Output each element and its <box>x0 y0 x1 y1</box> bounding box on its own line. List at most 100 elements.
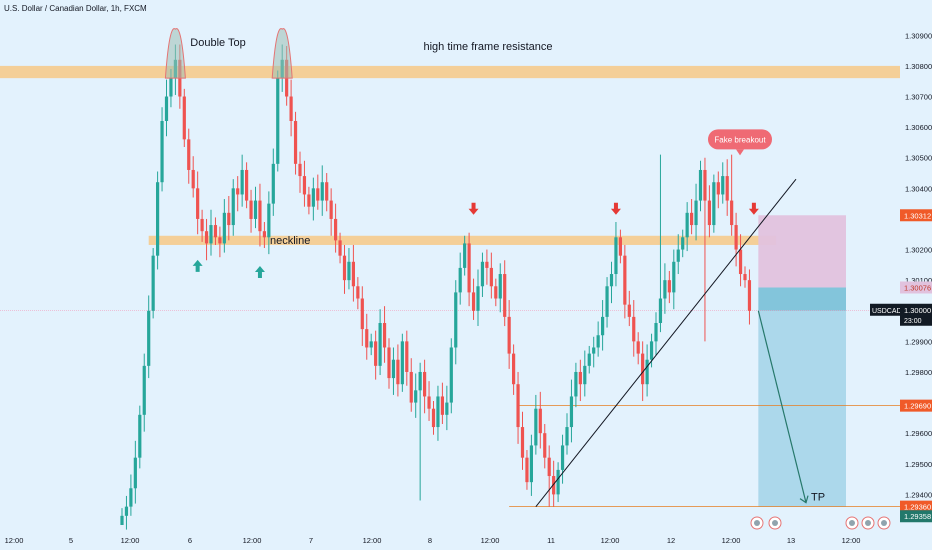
candle <box>298 151 302 193</box>
candle-body <box>485 261 489 268</box>
candle <box>636 332 640 365</box>
x-tick-label: 12:00 <box>121 536 140 545</box>
candle <box>583 350 587 397</box>
fake-breakout-pointer <box>736 149 744 156</box>
candle-body <box>262 231 266 238</box>
candle-body <box>721 176 725 195</box>
y-tick-label: 1.30200 <box>905 246 932 255</box>
candle-body <box>164 96 169 121</box>
candle <box>614 222 618 287</box>
candle <box>236 176 240 212</box>
x-tick-label: 7 <box>309 536 313 545</box>
candle <box>685 202 689 252</box>
candle-body <box>560 445 565 470</box>
x-tick-label: 11 <box>547 536 555 545</box>
candle <box>164 79 169 137</box>
candle <box>494 278 498 307</box>
candle-body <box>436 396 440 428</box>
candle <box>391 347 396 395</box>
candle-body <box>587 353 591 366</box>
candle-body <box>543 433 547 458</box>
candle-body <box>213 225 218 238</box>
candle-body <box>712 182 716 226</box>
candle-body <box>738 249 743 275</box>
candle-body <box>663 280 667 299</box>
chart-title: U.S. Dollar / Canadian Dollar, 1h, FXCM <box>4 4 147 13</box>
candle <box>730 154 734 236</box>
candle-body <box>231 188 235 226</box>
flag-icon <box>849 520 855 526</box>
price-badge <box>900 281 932 294</box>
candle-body <box>480 261 485 287</box>
candle <box>694 183 698 241</box>
candle <box>400 333 404 392</box>
candle <box>120 508 124 525</box>
x-tick-label: 12:00 <box>842 536 861 545</box>
candle-body <box>614 237 618 275</box>
candle-body <box>191 169 195 189</box>
candle-body <box>690 212 694 226</box>
candle <box>503 260 507 327</box>
candle <box>129 474 133 516</box>
x-tick-label: 13 <box>787 536 795 545</box>
y-tick-label: 1.29500 <box>905 460 932 469</box>
candle <box>374 330 378 380</box>
candle-body <box>218 237 222 244</box>
candle-body <box>129 488 133 507</box>
candle-body <box>569 396 574 428</box>
candle <box>707 185 711 238</box>
candle-body <box>124 506 129 516</box>
candle <box>431 401 436 435</box>
candle <box>396 344 400 397</box>
candle <box>498 263 502 313</box>
candle <box>267 191 271 255</box>
x-tick-label: 12:00 <box>601 536 620 545</box>
candle-body <box>627 304 631 317</box>
candle-body <box>267 203 271 238</box>
time-axis: 12:00 5 12:00 6 12:00 7 12:00 8 12:00 11 12:00 12 12… <box>5 516 891 545</box>
candle-body <box>387 347 391 379</box>
candle <box>414 373 418 418</box>
candle-body <box>734 225 738 250</box>
candle <box>574 362 578 408</box>
candle <box>222 199 226 253</box>
candle <box>316 174 320 210</box>
candle <box>351 244 355 302</box>
candle-body <box>120 515 124 525</box>
price-badge-label: 1.30076 <box>904 283 931 292</box>
candle-body <box>547 457 551 477</box>
candle <box>138 405 142 469</box>
candle-body <box>271 163 275 204</box>
candle-body <box>641 353 645 385</box>
candle-body <box>169 78 173 97</box>
candle <box>218 226 222 258</box>
candle <box>476 269 480 327</box>
candle-body <box>601 316 605 336</box>
candle-body <box>360 298 364 330</box>
down-arrow-icon <box>610 202 621 215</box>
candle <box>382 306 387 363</box>
candle <box>276 70 280 172</box>
y-tick-label: 1.29600 <box>905 429 932 438</box>
candle <box>409 358 413 412</box>
candle <box>436 385 440 441</box>
price-badge <box>900 510 932 523</box>
price-badge-label: 1.29360 <box>904 503 931 512</box>
candle <box>627 290 631 327</box>
candle <box>405 330 409 386</box>
candle <box>445 385 449 431</box>
candle <box>725 159 729 216</box>
candle-body <box>623 255 627 305</box>
candle <box>703 157 707 342</box>
resistance-zone-label: high time frame resistance <box>424 41 553 53</box>
candle <box>320 165 324 216</box>
candle-body <box>494 286 498 299</box>
candle-body <box>649 341 654 360</box>
candle <box>538 391 542 449</box>
candle <box>609 261 614 304</box>
symbol-label: USDCAD <box>872 308 902 315</box>
candle-body <box>378 323 382 366</box>
flag-icon <box>754 520 760 526</box>
candle <box>387 338 391 389</box>
